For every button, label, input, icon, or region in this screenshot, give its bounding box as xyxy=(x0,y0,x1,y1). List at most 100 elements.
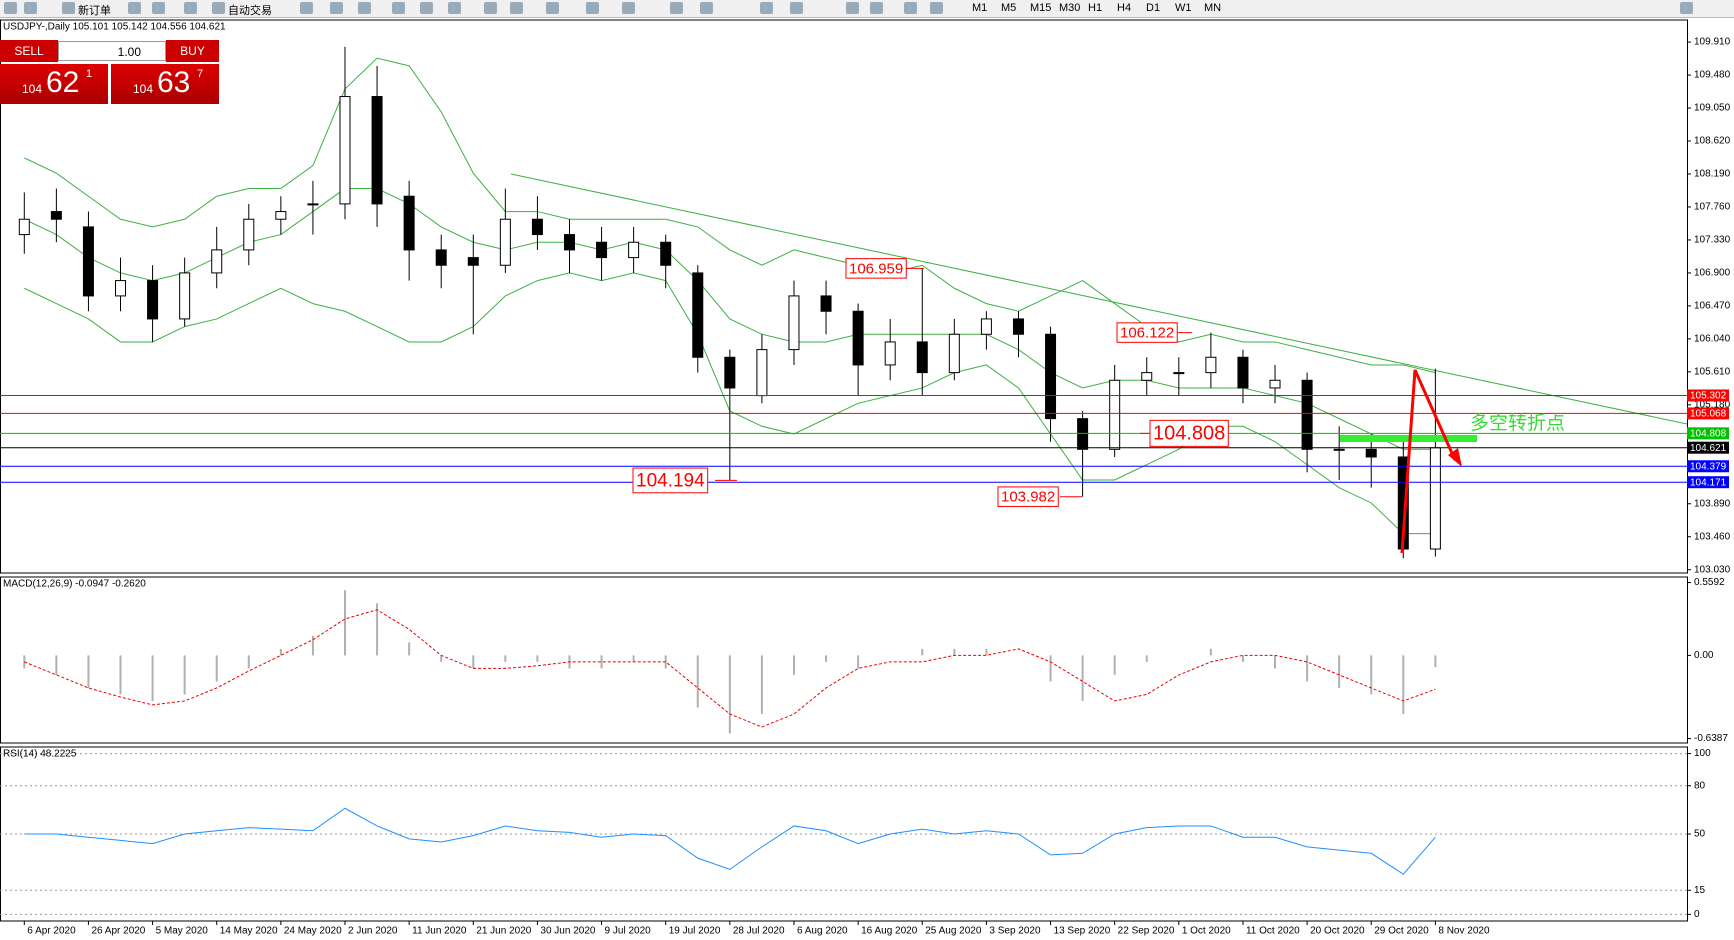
sell-button[interactable]: SELL xyxy=(0,40,58,62)
candle-body xyxy=(403,195,415,251)
y-tick-label: 103.460 xyxy=(1694,531,1731,542)
note: 多空转折点 xyxy=(1470,412,1565,434)
lot-input[interactable]: 1.00 xyxy=(58,41,166,61)
candle-body xyxy=(1141,372,1153,381)
candle-body xyxy=(115,280,127,297)
macd-bar xyxy=(985,648,988,656)
candle-body xyxy=(179,272,191,320)
candle-body xyxy=(980,318,992,335)
candle-body xyxy=(916,341,928,374)
icon[interactable] xyxy=(24,2,37,14)
candle-body xyxy=(788,295,800,351)
timeframe[interactable]: H1 xyxy=(1088,2,1103,14)
x-tick-label: 19 Jul 2020 xyxy=(669,926,721,937)
macd-bar xyxy=(825,655,828,662)
icon[interactable] xyxy=(586,2,599,14)
icon[interactable] xyxy=(846,2,859,14)
icon[interactable] xyxy=(152,2,165,14)
icon[interactable] xyxy=(448,2,461,14)
icon[interactable] xyxy=(904,2,917,14)
ask-price[interactable]: 104 63 7 xyxy=(111,64,219,104)
candle-body xyxy=(852,310,864,366)
x-tick-label: 28 Jul 2020 xyxy=(733,926,785,937)
annotation: 106.959 xyxy=(849,260,903,277)
icon[interactable] xyxy=(392,2,405,14)
timeframe[interactable]: M5 xyxy=(1001,2,1017,14)
x-tick-label: 5 May 2020 xyxy=(156,926,209,937)
candle-body xyxy=(211,249,223,274)
macd-bar xyxy=(247,655,250,669)
panel-frame xyxy=(0,576,1688,744)
band-upper xyxy=(24,57,1436,374)
macd-bar xyxy=(760,655,763,714)
price-tag xyxy=(1687,389,1729,402)
candle-body xyxy=(596,241,608,259)
y-tick-label: 105.610 xyxy=(1694,366,1731,377)
x-tick-label: 29 Oct 2020 xyxy=(1374,926,1429,937)
timeframe[interactable]: D1 xyxy=(1146,2,1161,14)
macd-bar xyxy=(472,655,475,669)
candle-body xyxy=(628,241,640,259)
candle-body xyxy=(339,96,351,205)
bid-price[interactable]: 104 62 1 xyxy=(0,64,108,104)
y-tick-label: 107.760 xyxy=(1694,202,1731,213)
icon[interactable] xyxy=(790,2,803,14)
panel-title: USDJPY-,Daily 105.101 105.142 104.556 10… xyxy=(3,22,226,33)
macd-bar xyxy=(696,655,699,708)
x-tick-label: 14 May 2020 xyxy=(220,926,278,937)
icon[interactable] xyxy=(670,2,683,14)
timeframe[interactable]: M30 xyxy=(1059,2,1081,14)
icon[interactable] xyxy=(300,2,313,14)
panel-frame xyxy=(0,19,1688,574)
candle-body xyxy=(499,218,511,266)
highlight-bar xyxy=(1340,435,1477,442)
macd-bar xyxy=(1370,655,1373,695)
y-tick-label: 109.050 xyxy=(1694,103,1731,114)
timeframe[interactable]: MN xyxy=(1204,2,1222,14)
candle-body xyxy=(1012,318,1024,335)
icon[interactable] xyxy=(622,2,635,14)
x-tick-label: 1 Oct 2020 xyxy=(1182,926,1231,937)
icon[interactable] xyxy=(700,2,713,14)
x-tick-label: 22 Sep 2020 xyxy=(1118,926,1175,937)
y-tick-label: 0.00 xyxy=(1694,650,1714,661)
icon[interactable] xyxy=(358,2,371,14)
icon[interactable] xyxy=(546,2,559,14)
icon[interactable] xyxy=(484,2,497,14)
macd-bar xyxy=(183,655,186,695)
icon[interactable] xyxy=(930,2,943,14)
icon[interactable] xyxy=(510,2,523,14)
icon[interactable] xyxy=(760,2,773,14)
red-arrow xyxy=(1400,369,1457,554)
candle-body xyxy=(1333,448,1345,451)
macd-bar xyxy=(215,655,218,682)
x-tick-label: 20 Oct 2020 xyxy=(1310,926,1365,937)
annotation-box xyxy=(1116,322,1178,343)
timeframe[interactable]: H4 xyxy=(1117,2,1132,14)
icon[interactable] xyxy=(212,2,225,14)
annotation: 104.194 xyxy=(636,470,705,491)
macd-bar xyxy=(1402,655,1405,714)
icon[interactable] xyxy=(62,2,75,14)
candle-body xyxy=(18,218,30,236)
y-tick-label: 106.470 xyxy=(1694,301,1731,312)
rsi-line xyxy=(24,807,1436,875)
timeframe[interactable]: W1 xyxy=(1175,2,1192,14)
candle-body xyxy=(1205,356,1217,374)
icon[interactable] xyxy=(1680,2,1693,14)
timeframe[interactable]: M1 xyxy=(972,2,988,14)
icon[interactable] xyxy=(330,2,343,14)
annotation-box xyxy=(845,258,907,279)
icon[interactable] xyxy=(870,2,883,14)
buy-button[interactable]: BUY xyxy=(166,40,219,62)
icon[interactable] xyxy=(184,2,197,14)
new-order[interactable]: 新订单 xyxy=(78,5,111,17)
candle-body xyxy=(82,226,94,297)
icon[interactable] xyxy=(420,2,433,14)
candle-body xyxy=(243,218,255,251)
auto-trading[interactable]: 自动交易 xyxy=(228,5,272,17)
timeframe[interactable]: M15 xyxy=(1030,2,1052,14)
signal-line xyxy=(24,609,1436,728)
icon[interactable] xyxy=(4,2,17,14)
icon[interactable] xyxy=(128,2,141,14)
